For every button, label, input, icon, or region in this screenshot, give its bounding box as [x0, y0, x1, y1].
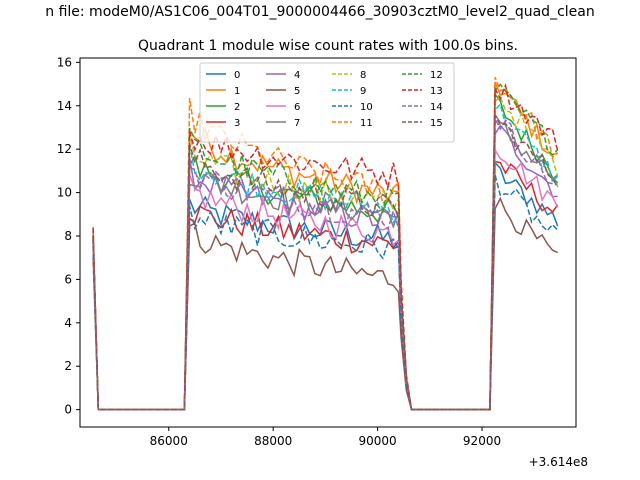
- legend-label-7: 7: [294, 118, 300, 129]
- chart-title: Quadrant 1 module wise count rates with …: [138, 38, 518, 54]
- y-tick-label: 0: [64, 403, 72, 417]
- series-line-15: [92, 112, 559, 411]
- axes-frame: [79, 57, 577, 428]
- series-line-10: [92, 174, 559, 411]
- y-tick-label: 4: [64, 316, 72, 330]
- y-tick-label: 8: [64, 229, 72, 243]
- legend-label-1: 1: [234, 86, 240, 97]
- x-axis-offset-label: +3.614e8: [529, 455, 588, 469]
- legend-label-6: 6: [294, 102, 300, 113]
- legend-label-2: 2: [234, 102, 240, 113]
- y-tick-label: 16: [57, 55, 72, 69]
- legend-label-4: 4: [294, 70, 300, 81]
- legend-label-8: 8: [360, 70, 366, 81]
- x-tick-label: 90000: [359, 434, 397, 448]
- x-tick-label: 86000: [150, 434, 188, 448]
- y-tick-label: 14: [57, 99, 72, 113]
- legend-label-14: 14: [430, 102, 443, 113]
- legend-label-12: 12: [430, 70, 443, 81]
- series-line-8: [92, 95, 559, 411]
- legend-label-0: 0: [234, 70, 240, 81]
- legend-label-11: 11: [360, 118, 373, 129]
- y-tick-label: 6: [64, 272, 72, 286]
- y-tick-label: 2: [64, 359, 72, 373]
- legend-label-5: 5: [294, 86, 300, 97]
- legend-label-13: 13: [430, 86, 443, 97]
- y-tick-label: 12: [57, 142, 72, 156]
- plot-lines: [92, 76, 559, 411]
- legend-label-10: 10: [360, 102, 373, 113]
- x-tick-label: 92000: [463, 434, 501, 448]
- legend-frame: [199, 62, 455, 143]
- series-line-9: [92, 102, 559, 411]
- legend-label-3: 3: [234, 118, 240, 129]
- y-tick-label: 10: [57, 186, 72, 200]
- figure-suptitle: n file: modeM0/AS1C06_004T01_9000004466_…: [45, 4, 594, 20]
- y-axis: 0 2 4 6 8 10 12 14 16: [57, 55, 80, 417]
- x-tick-label: 88000: [254, 434, 292, 448]
- x-axis: 86000 88000 90000 92000: [150, 427, 501, 448]
- legend-label-9: 9: [360, 86, 366, 97]
- series-line-4: [92, 124, 558, 411]
- legend-label-15: 15: [430, 118, 443, 129]
- series-line-6: [92, 147, 559, 411]
